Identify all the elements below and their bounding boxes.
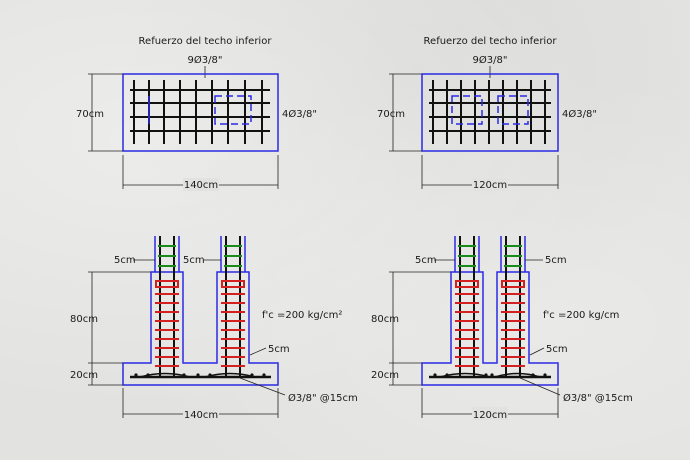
bottom-rebar — [429, 372, 551, 379]
plan-left-width: 140cm — [184, 180, 218, 191]
column-ties — [158, 245, 242, 267]
plan-right-width: 120cm — [473, 180, 507, 191]
column-posts — [154, 236, 246, 272]
leader-line — [529, 347, 545, 356]
dim-label-bg — [472, 407, 508, 420]
section-right-base: 20cm — [371, 370, 399, 381]
leader-line — [249, 347, 267, 356]
dim-label-bg — [472, 178, 508, 191]
footing-section-outline — [122, 271, 279, 386]
plan-left-height: 70cm — [76, 109, 104, 120]
leader-line — [239, 377, 286, 396]
plan-right-height: 70cm — [377, 109, 405, 120]
section-left-concrete: f'c =200 kg/cm² — [262, 310, 342, 321]
stirrups — [455, 280, 525, 367]
stirrups — [155, 280, 245, 367]
plan-right: Refuerzo del techo inferior 9Ø3/8" 4Ø3/8… — [377, 36, 597, 191]
bottom-rebar — [130, 372, 271, 379]
plan-left: Refuerzo del techo inferior 9Ø3/8" 4Ø3/8… — [76, 36, 317, 191]
section-right-cover-bottom: 5cm — [546, 344, 568, 355]
section-right-stirrups: Ø3/8" @15cm — [563, 392, 633, 404]
section-right-width: 120cm — [473, 410, 507, 421]
column-ties — [458, 245, 522, 267]
dim-height — [389, 271, 451, 386]
plan-right-title: Refuerzo del techo inferior — [424, 36, 558, 47]
rebar-mesh — [429, 80, 551, 144]
column-footprints — [451, 95, 529, 125]
section-left-cover-left: 5cm — [114, 255, 136, 266]
section-left-cover-bottom: 5cm — [268, 344, 290, 355]
section-left-stirrups: Ø3/8" @15cm — [288, 392, 358, 404]
section-right-height: 80cm — [371, 314, 399, 325]
plan-right-bars-side: 4Ø3/8" — [562, 108, 597, 120]
plan-left-bars-top: 9Ø3/8" — [188, 54, 223, 66]
plan-left-title: Refuerzo del techo inferior — [139, 36, 273, 47]
leader-line — [519, 377, 561, 396]
dim-height — [389, 73, 422, 152]
section-left-cover-mid: 5cm — [183, 255, 205, 266]
section-right: 5cm 5cm 5cm 80cm 20cm f'c =200 kg/cm Ø3/… — [371, 236, 633, 421]
footing-outline — [421, 73, 559, 152]
dim-height — [88, 73, 123, 152]
section-right-cover-left: 5cm — [415, 255, 437, 266]
column-footprints — [148, 95, 252, 125]
column-rebars — [459, 236, 521, 378]
section-left-width: 140cm — [184, 410, 218, 421]
column-posts — [454, 236, 526, 272]
column-rebars — [159, 236, 241, 378]
section-left-base: 20cm — [70, 370, 98, 381]
dim-label-bg — [183, 178, 219, 191]
footing-outline — [122, 73, 279, 152]
plan-right-bars-top: 9Ø3/8" — [473, 54, 508, 66]
dim-height — [88, 271, 151, 386]
section-right-cover-right: 5cm — [545, 255, 567, 266]
plan-left-bars-side: 4Ø3/8" — [282, 108, 317, 120]
dim-label-bg — [183, 407, 219, 420]
section-left: 5cm 5cm 5cm 80cm 20cm f'c =200 kg/cm² Ø3… — [70, 236, 358, 421]
section-left-height: 80cm — [70, 314, 98, 325]
section-right-concrete: f'c =200 kg/cm — [543, 310, 619, 321]
footing-section-outline — [421, 271, 559, 386]
rebar-mesh — [130, 80, 270, 144]
